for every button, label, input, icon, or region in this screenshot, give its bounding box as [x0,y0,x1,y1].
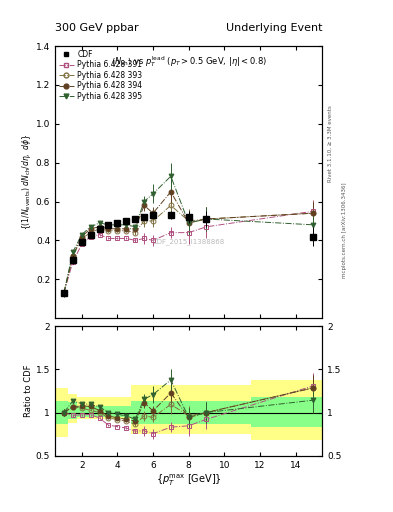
Pythia 6.428 391 [97,231,102,238]
Pythia 6.428 394 [115,226,120,232]
Pythia 6.428 391 [79,241,84,247]
Line: Pythia 6.428 393: Pythia 6.428 393 [61,203,316,295]
Pythia 6.428 394 [79,233,84,240]
Pythia 6.428 391 [70,259,75,265]
Pythia 6.428 393 [133,229,138,236]
Pythia 6.428 393 [142,218,147,224]
Pythia 6.428 394 [88,226,93,232]
Pythia 6.428 394 [311,210,316,216]
Pythia 6.428 395 [204,216,209,222]
Pythia 6.428 393 [151,218,155,224]
Line: Pythia 6.428 395: Pythia 6.428 395 [61,174,316,295]
Pythia 6.428 391 [204,224,209,230]
Pythia 6.428 393 [186,218,191,224]
Pythia 6.428 395 [124,222,129,228]
Line: Pythia 6.428 391: Pythia 6.428 391 [61,209,316,295]
Text: Underlying Event: Underlying Event [226,23,322,33]
X-axis label: $\{p_T^\mathrm{max}$ [GeV]$\}$: $\{p_T^\mathrm{max}$ [GeV]$\}$ [156,472,222,488]
Pythia 6.428 395 [133,224,138,230]
Pythia 6.428 391 [88,233,93,240]
Pythia 6.428 393 [62,290,66,296]
Pythia 6.428 395 [311,222,316,228]
Pythia 6.428 393 [115,228,120,234]
Pythia 6.428 394 [169,189,173,195]
Pythia 6.428 391 [311,208,316,215]
Pythia 6.428 391 [133,238,138,244]
Pythia 6.428 393 [124,228,129,234]
Pythia 6.428 393 [88,229,93,236]
Text: CDF_2015_I1388868: CDF_2015_I1388868 [152,239,225,245]
Pythia 6.428 395 [97,220,102,226]
Pythia 6.428 395 [142,199,147,205]
Pythia 6.428 393 [106,228,111,234]
Text: 300 GeV ppbar: 300 GeV ppbar [55,23,139,33]
Pythia 6.428 394 [204,216,209,222]
Pythia 6.428 394 [106,226,111,232]
Pythia 6.428 391 [142,236,147,242]
Pythia 6.428 395 [106,222,111,228]
Pythia 6.428 393 [79,236,84,242]
Pythia 6.428 395 [169,173,173,179]
Pythia 6.428 391 [151,238,155,244]
Pythia 6.428 391 [115,236,120,242]
Y-axis label: $\{(1/N_\mathrm{events})\ dN_\mathrm{ch}/d\eta,\ d\phi\}$: $\{(1/N_\mathrm{events})\ dN_\mathrm{ch}… [20,134,33,230]
Pythia 6.428 393 [70,253,75,259]
Pythia 6.428 395 [115,222,120,228]
Pythia 6.428 394 [186,220,191,226]
Text: $\langle N_\mathrm{ch}\rangle$ vs $p_T^\mathrm{lead}$ ($p_T > 0.5$ GeV, $|\eta| : $\langle N_\mathrm{ch}\rangle$ vs $p_T^\… [110,54,267,69]
Pythia 6.428 391 [186,229,191,236]
Pythia 6.428 395 [88,224,93,230]
Pythia 6.428 394 [70,253,75,259]
Pythia 6.428 395 [151,190,155,197]
Pythia 6.428 393 [204,216,209,222]
Text: Rivet 3.1.10, ≥ 3.3M events: Rivet 3.1.10, ≥ 3.3M events [328,105,333,182]
Pythia 6.428 394 [142,202,147,208]
Pythia 6.428 394 [124,226,129,232]
Pythia 6.428 393 [169,202,173,208]
Pythia 6.428 393 [97,226,102,232]
Pythia 6.428 395 [186,220,191,226]
Pythia 6.428 394 [62,290,66,296]
Text: mcplots.cern.ch [arXiv:1306.3436]: mcplots.cern.ch [arXiv:1306.3436] [342,183,347,278]
Pythia 6.428 394 [97,224,102,230]
Pythia 6.428 391 [62,290,66,296]
Pythia 6.428 391 [106,236,111,242]
Line: Pythia 6.428 394: Pythia 6.428 394 [61,189,316,295]
Pythia 6.428 395 [62,290,66,296]
Legend: CDF, Pythia 6.428 391, Pythia 6.428 393, Pythia 6.428 394, Pythia 6.428 395: CDF, Pythia 6.428 391, Pythia 6.428 393,… [57,48,144,102]
Pythia 6.428 395 [70,249,75,255]
Pythia 6.428 391 [169,229,173,236]
Pythia 6.428 394 [133,226,138,232]
Pythia 6.428 391 [124,236,129,242]
Pythia 6.428 394 [151,210,155,216]
Pythia 6.428 393 [311,210,316,216]
Y-axis label: Ratio to CDF: Ratio to CDF [24,365,33,417]
Pythia 6.428 395 [79,231,84,238]
